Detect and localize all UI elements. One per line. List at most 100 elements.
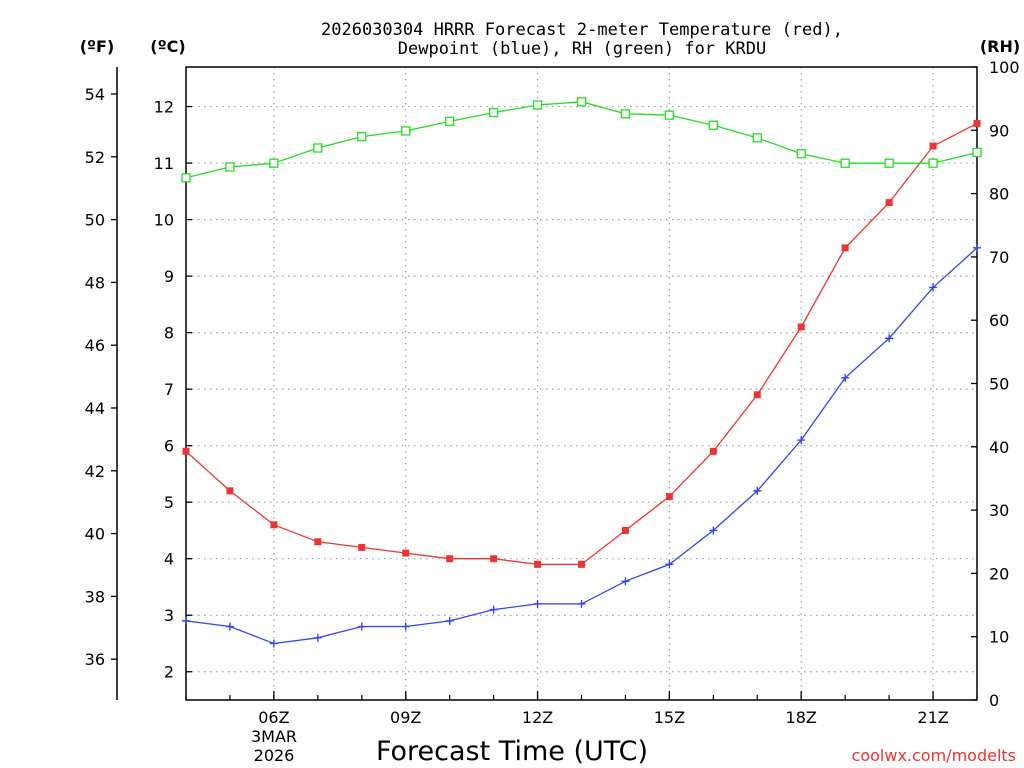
rh-tick-label: 50: [989, 375, 1009, 394]
rh-tick-label: 30: [989, 501, 1009, 520]
rh-tick-label: 70: [989, 248, 1009, 267]
celsius-tick-label: 7: [164, 380, 174, 399]
rh-point: [928, 158, 938, 168]
dewpoint-point: [929, 283, 938, 292]
chart-title-line1: 2026030304 HRRR Forecast 2-meter Tempera…: [321, 20, 843, 40]
dewpoint-point: [401, 622, 410, 631]
x-tick-label: 15Z: [654, 708, 685, 727]
fahrenheit-tick-label: 40: [85, 525, 105, 544]
rh-point: [313, 143, 323, 153]
x-date-line2: 2026: [254, 746, 295, 765]
dewpoint-point: [621, 577, 630, 586]
x-date-line1: 3MAR: [251, 727, 297, 746]
dewpoint-point: [445, 616, 454, 625]
dewpoint-point: [489, 605, 498, 614]
rh-tick-label: 80: [989, 185, 1009, 204]
celsius-tick-label: 2: [164, 663, 174, 682]
axes: 36 38 40 42 44 46 48 50 52 54 2 3 4 5 6 7 8 9 10 11 12 0 10 20 3…: [85, 58, 1020, 727]
rh-point: [972, 147, 982, 158]
dewpoint-point: [885, 334, 894, 343]
rh-point: [181, 173, 191, 183]
fahrenheit-tick-label: 50: [85, 211, 105, 230]
fahrenheit-axis-label: (ºF): [80, 37, 115, 56]
dewpoint-point: [753, 486, 762, 495]
celsius-tick-label: 12: [154, 98, 174, 117]
fahrenheit-tick-label: 42: [85, 462, 105, 481]
temperature-point: [665, 493, 673, 501]
temperature-point: [226, 487, 234, 495]
rh-point: [620, 109, 631, 119]
rh-tick-label: 20: [989, 564, 1009, 583]
celsius-tick-label: 3: [164, 606, 174, 625]
celsius-tick-label: 10: [154, 211, 174, 230]
x-tick-label: 06Z: [258, 708, 289, 727]
temperature-point: [578, 560, 585, 568]
temperature-point: [797, 323, 805, 331]
temperature-point: [446, 555, 454, 563]
temperature-point: [709, 447, 717, 455]
rh-point: [357, 131, 367, 142]
temperature-point: [973, 120, 981, 128]
fahrenheit-tick-label: 44: [85, 399, 105, 418]
celsius-tick-label: 11: [154, 154, 174, 173]
fahrenheit-tick-label: 38: [85, 587, 105, 606]
x-axis-title: Forecast Time (UTC): [376, 736, 648, 767]
x-tick-label: 12Z: [522, 708, 553, 727]
rh-point: [708, 120, 718, 130]
dewpoint-point: [357, 622, 366, 631]
dewpoint-point: [577, 599, 586, 608]
celsius-axis-label: (ºC): [150, 37, 185, 56]
chart-title-line2: Dewpoint (blue), RH (green) for KRDU: [398, 39, 766, 59]
temperature-point: [402, 549, 410, 557]
dewpoint-point: [973, 243, 981, 252]
temperature-point: [314, 538, 322, 546]
rh-tick-label: 100: [989, 58, 1020, 77]
temperature-point: [929, 142, 937, 150]
dewpoint-point: [665, 560, 674, 569]
temperature-point: [885, 199, 893, 207]
dewpoint-point: [797, 436, 806, 445]
temperature-point: [182, 447, 190, 455]
rh-point: [532, 100, 543, 110]
temperature-point: [621, 526, 629, 534]
rh-point: [488, 107, 499, 118]
rh-point: [752, 133, 762, 143]
dewpoint-point: [709, 526, 718, 535]
temperature-point: [753, 391, 761, 399]
celsius-tick-label: 5: [164, 493, 174, 512]
dewpoint-point: [182, 616, 190, 625]
x-tick-label: 21Z: [917, 708, 948, 727]
rh-tick-label: 90: [989, 121, 1009, 140]
rh-point: [225, 162, 235, 172]
rh-tick-label: 10: [989, 628, 1009, 647]
fahrenheit-tick-label: 54: [85, 85, 105, 104]
fahrenheit-tick-label: 52: [85, 148, 105, 167]
celsius-tick-label: 4: [164, 550, 174, 569]
rh-axis-label: (RH): [980, 37, 1020, 56]
fahrenheit-tick-label: 48: [85, 273, 105, 292]
rh-point: [884, 158, 894, 168]
rh-tick-label: 0: [989, 691, 999, 710]
rh-tick-label: 60: [989, 311, 1009, 330]
temperature-point: [534, 560, 542, 568]
dewpoint-point: [313, 633, 322, 642]
rh-point: [840, 158, 850, 168]
temperature-point: [270, 521, 278, 529]
fahrenheit-tick-label: 36: [85, 650, 105, 669]
rh-tick-label: 40: [989, 438, 1009, 457]
temperature-point: [490, 555, 498, 563]
dewpoint-point: [269, 639, 278, 648]
rh-point: [401, 126, 411, 136]
dewpoint-point: [841, 373, 850, 382]
temperature-point: [841, 244, 849, 252]
rh-point: [796, 149, 806, 159]
x-tick-label: 09Z: [390, 708, 421, 727]
x-tick-label: 18Z: [786, 708, 817, 727]
celsius-tick-label: 8: [164, 324, 174, 343]
dewpoint-point: [225, 622, 234, 631]
temperature-point: [358, 543, 366, 551]
dewpoint-point: [533, 599, 542, 608]
rh-point: [664, 110, 675, 120]
